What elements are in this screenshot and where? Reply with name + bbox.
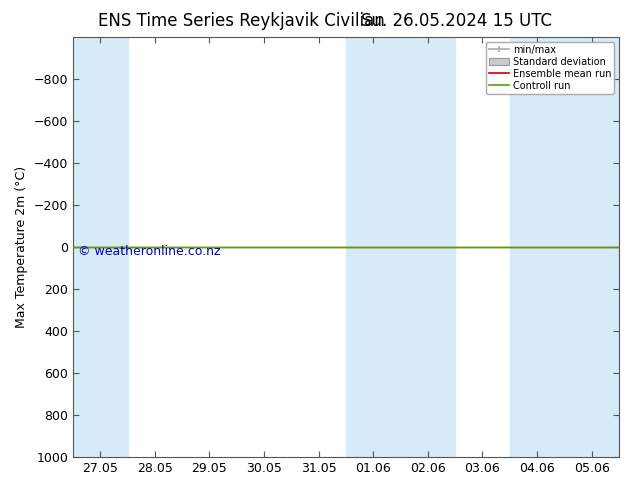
Text: ENS Time Series Reykjavik Civilian: ENS Time Series Reykjavik Civilian [98, 12, 384, 30]
Bar [346, 37, 401, 457]
Text: Su. 26.05.2024 15 UTC: Su. 26.05.2024 15 UTC [361, 12, 552, 30]
Text: © weatheronline.co.nz: © weatheronline.co.nz [79, 245, 221, 258]
Legend: min/max, Standard deviation, Ensemble mean run, Controll run: min/max, Standard deviation, Ensemble me… [486, 42, 614, 94]
Bar [73, 37, 127, 457]
Bar [564, 37, 619, 457]
Y-axis label: Max Temperature 2m (°C): Max Temperature 2m (°C) [15, 166, 28, 328]
Bar [401, 37, 455, 457]
Bar [510, 37, 564, 457]
